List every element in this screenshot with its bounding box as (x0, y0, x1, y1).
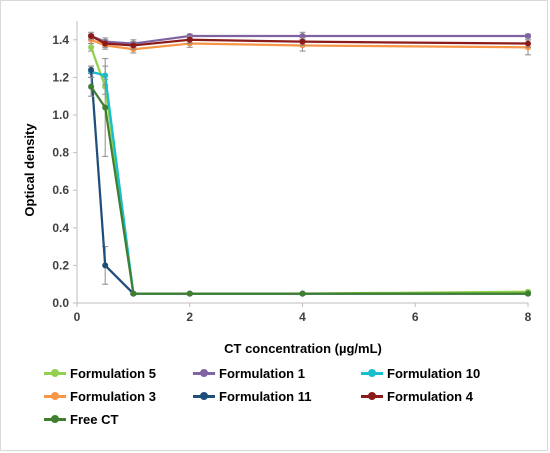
series-formulation-5 (88, 43, 531, 297)
series-line (90, 70, 528, 295)
data-point (299, 290, 306, 297)
y-axis-title: Optical density (22, 123, 37, 217)
data-point (88, 44, 95, 51)
x-tick-label: 2 (186, 310, 193, 324)
data-point (186, 36, 193, 43)
series-free-ct (88, 58, 531, 297)
data-point (525, 40, 531, 47)
x-tick-label: 8 (525, 310, 532, 324)
data-point (88, 66, 95, 73)
axes: 0.0 0.2 0.4 0.6 0.8 1.0 1.2 1.4 0 2 4 6 8 (52, 21, 532, 324)
data-point (525, 290, 531, 297)
y-tick-label: 0.6 (52, 183, 69, 197)
x-tick-label: 4 (299, 310, 306, 324)
data-point (102, 104, 109, 111)
series-line (90, 86, 528, 295)
y-tick-label: 1.4 (52, 33, 69, 47)
x-tick-label: 0 (74, 310, 81, 324)
data-point (102, 40, 109, 47)
y-tick-label: 0.4 (52, 221, 69, 235)
y-tick-label: 0.0 (52, 296, 69, 310)
data-point (88, 33, 95, 40)
data-point (102, 262, 109, 269)
data-point (88, 83, 95, 90)
x-axis-title: CT concentration (µg/mL) (224, 341, 382, 356)
y-tick-label: 1.2 (52, 70, 69, 84)
y-tick-label: 1.0 (52, 108, 69, 122)
series-line (89, 69, 528, 295)
data-point (299, 38, 306, 45)
series-formulation-10 (88, 65, 531, 297)
data-point (525, 33, 531, 40)
data-point (130, 42, 137, 49)
x-tick-label: 6 (412, 310, 419, 324)
plot-area (88, 31, 531, 297)
series-line (90, 46, 529, 295)
data-point (130, 290, 137, 297)
y-tick-label: 0.8 (52, 146, 69, 160)
data-point (186, 290, 193, 297)
y-tick-label: 0.2 (52, 258, 69, 272)
series-formulation-11 (88, 65, 531, 297)
series-formulation-3 (88, 35, 531, 56)
series-formulation-4 (88, 31, 531, 50)
